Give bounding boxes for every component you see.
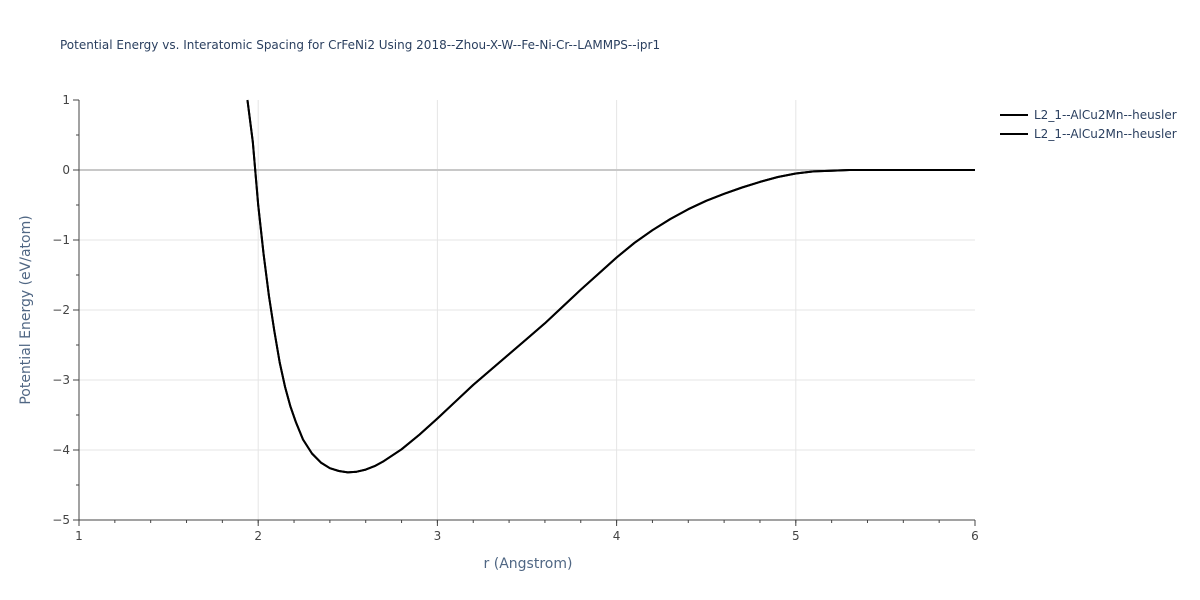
chart-title: Potential Energy vs. Interatomic Spacing… xyxy=(60,38,661,52)
legend[interactable]: L2_1--AlCu2Mn--heusler L2_1--AlCu2Mn--heu… xyxy=(1000,108,1177,141)
y-axis-title: Potential Energy (eV/atom) xyxy=(18,215,34,404)
x-tick-label: 3 xyxy=(434,529,442,543)
legend-label[interactable]: L2_1--AlCu2Mn--heusler xyxy=(1034,127,1177,141)
y-tick-label: −2 xyxy=(52,303,70,317)
y-tick-label: 1 xyxy=(62,93,70,107)
y-tick-label: −3 xyxy=(52,373,70,387)
axes xyxy=(73,99,976,526)
x-tick-labels: 1 2 3 4 5 6 xyxy=(75,529,979,543)
legend-label[interactable]: L2_1--AlCu2Mn--heusler xyxy=(1034,108,1177,122)
x-tick-label: 6 xyxy=(971,529,979,543)
y-tick-label: 0 xyxy=(62,163,70,177)
series-lines[interactable] xyxy=(246,99,975,474)
x-tick-label: 2 xyxy=(254,529,262,543)
y-tick-labels: 1 0 −1 −2 −3 −4 −5 xyxy=(52,93,70,527)
grid-lines xyxy=(79,100,975,520)
x-tick-label: 5 xyxy=(792,529,800,543)
y-tick-label: −4 xyxy=(52,443,70,457)
y-tick-label: −1 xyxy=(52,233,70,247)
x-axis-title: r (Angstrom) xyxy=(484,556,573,572)
x-tick-label: 1 xyxy=(75,529,83,543)
x-tick-label: 4 xyxy=(613,529,621,543)
y-tick-label: −5 xyxy=(52,513,70,527)
series-line[interactable] xyxy=(246,99,975,474)
series-line[interactable] xyxy=(246,99,975,474)
